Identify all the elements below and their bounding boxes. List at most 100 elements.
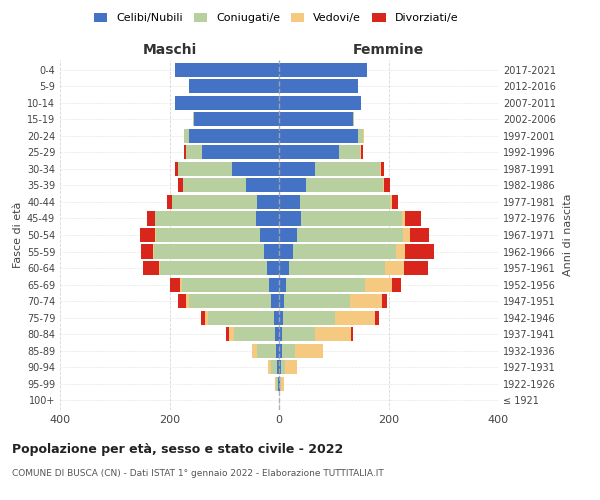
Bar [257,344,276,357]
Bar [361,146,363,160]
Bar [271,360,277,374]
Bar [188,129,279,143]
Bar [402,212,406,226]
Bar [358,129,363,143]
Bar [284,294,350,308]
Bar [350,294,382,308]
Legend: Celibi/Nubili, Coniugati/e, Vedovi/e, Divorziati/e: Celibi/Nubili, Coniugati/e, Vedovi/e, Di… [89,8,463,28]
Bar [279,244,293,258]
Bar [403,228,410,242]
Bar [279,376,280,390]
Bar [307,178,383,192]
Bar [178,162,232,176]
Bar [279,146,339,160]
Bar [251,344,257,357]
Bar [382,294,388,308]
Bar [202,146,279,160]
Bar [279,129,358,143]
Bar [339,146,360,160]
Bar [184,129,188,143]
Bar [187,294,188,308]
Bar [281,376,284,390]
Bar [286,278,365,291]
Bar [160,261,267,275]
Bar [282,327,315,341]
Bar [154,244,263,258]
Text: Femmine: Femmine [353,42,424,56]
Bar [360,146,361,160]
Bar [278,376,279,390]
Bar [226,327,229,341]
Bar [167,195,172,209]
Bar [175,63,279,77]
Bar [279,360,281,374]
Bar [186,146,202,160]
Bar [263,244,279,258]
Bar [175,96,279,110]
Bar [406,244,434,258]
Bar [404,261,428,275]
Bar [279,310,283,324]
Bar [156,228,260,242]
Bar [365,278,392,291]
Y-axis label: Fasce di età: Fasce di età [13,202,23,268]
Bar [279,294,284,308]
Bar [257,195,279,209]
Bar [279,195,300,209]
Bar [277,360,279,374]
Bar [193,112,194,126]
Bar [182,278,269,291]
Bar [279,327,282,341]
Bar [279,261,289,275]
Bar [188,80,279,94]
Bar [155,212,256,226]
Bar [260,228,279,242]
Bar [271,294,279,308]
Bar [232,162,279,176]
Bar [205,310,208,324]
Bar [267,261,279,275]
Bar [279,278,286,291]
Bar [353,112,354,126]
Bar [392,278,401,291]
Bar [289,261,385,275]
Bar [375,310,379,324]
Bar [184,146,186,160]
Bar [279,228,296,242]
Bar [140,228,155,242]
Bar [385,261,404,275]
Bar [141,244,153,258]
Bar [295,344,323,357]
Bar [300,195,390,209]
Bar [301,212,402,226]
Bar [293,244,395,258]
Bar [201,310,205,324]
Bar [314,162,380,176]
Bar [383,178,384,192]
Bar [315,327,351,341]
Bar [279,80,358,94]
Bar [279,212,301,226]
Bar [170,278,180,291]
Bar [279,96,361,110]
Bar [382,162,384,176]
Bar [159,261,160,275]
Text: COMUNE DI BUSCA (CN) - Dati ISTAT 1° gennaio 2022 - Elaborazione TUTTITALIA.IT: COMUNE DI BUSCA (CN) - Dati ISTAT 1° gen… [12,469,384,478]
Bar [269,278,279,291]
Bar [153,244,154,258]
Bar [279,178,307,192]
Bar [280,376,281,390]
Bar [363,129,364,143]
Bar [183,178,246,192]
Bar [392,195,398,209]
Bar [351,327,353,341]
Bar [279,162,314,176]
Text: Popolazione per età, sesso e stato civile - 2022: Popolazione per età, sesso e stato civil… [12,442,343,456]
Bar [380,162,382,176]
Bar [188,294,271,308]
Bar [410,228,429,242]
Bar [276,344,279,357]
Bar [282,344,295,357]
Bar [208,310,274,324]
Bar [281,360,285,374]
